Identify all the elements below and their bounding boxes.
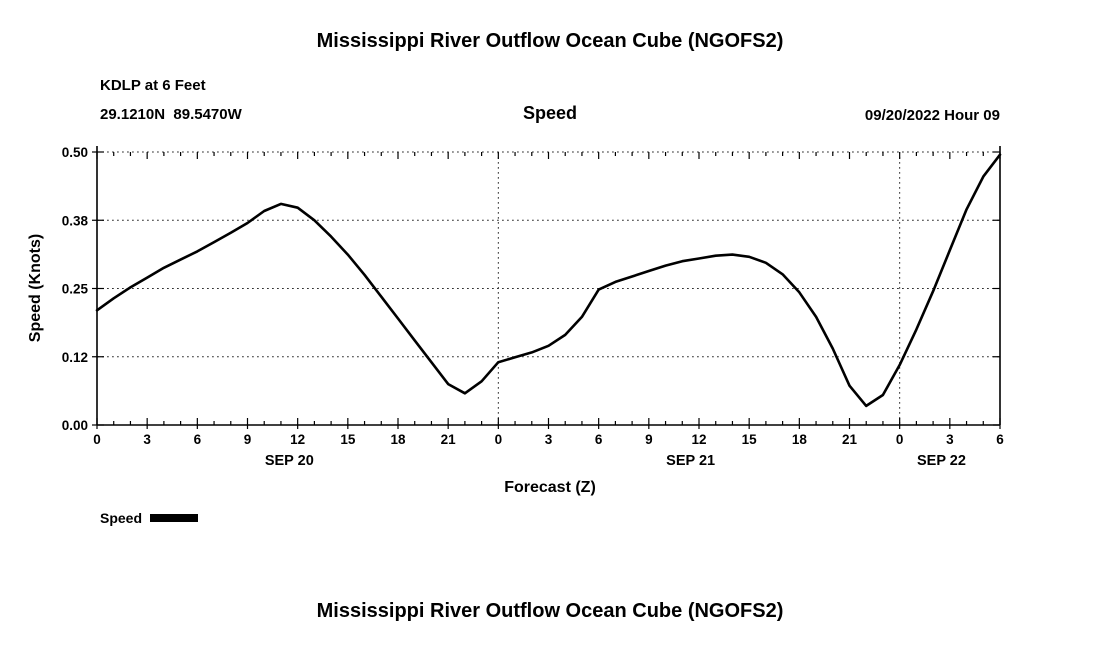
date-label: SEP 22 [917,453,966,469]
x-tick-label: 0 [93,432,101,447]
y-axis-label: Speed (Knots) [27,233,44,343]
x-tick-label: 21 [842,432,858,447]
forecast-datetime: 09/20/2022 Hour 09 [864,107,1000,124]
y-tick-label: 0.38 [62,213,89,228]
speed-line [95,153,1002,408]
x-tick-label: 0 [495,432,503,447]
x-tick-label: 9 [244,432,252,447]
footer-title: Mississippi River Outflow Ocean Cube (NG… [316,600,784,622]
legend: Speed [100,510,199,526]
x-tick-label: 6 [194,432,202,447]
legend-line-swatch [150,514,199,522]
y-tick-label: 0.25 [62,282,89,297]
x-tick-label: 3 [545,432,553,447]
x-tick-label: 9 [645,432,653,447]
y-tick-label: 0.12 [62,350,88,365]
x-tick-label: 18 [792,432,808,447]
station-name: KDLP at 6 Feet [100,77,206,94]
legend-label: Speed [100,510,143,526]
x-tick-label: 15 [742,432,758,447]
x-tick-label: 6 [595,432,603,447]
page-title: Mississippi River Outflow Ocean Cube (NG… [316,30,784,52]
x-tick-label: 15 [340,432,356,447]
x-tick-label: 0 [896,432,904,447]
y-tick-label: 0.00 [62,418,88,433]
y-tick-label: 0.50 [62,145,88,160]
x-tick-label: 6 [996,432,1004,447]
x-axis-label: Forecast (Z) [504,479,596,496]
date-label: SEP 20 [265,453,314,469]
x-tick-label: 3 [143,432,151,447]
chart-title: Speed [522,103,578,123]
x-tick-label: 18 [390,432,406,447]
x-tick-label: 3 [946,432,954,447]
station-coordinates: 29.1210N 89.5470W [100,106,242,123]
date-label: SEP 21 [666,453,715,469]
x-tick-label: 21 [441,432,457,447]
x-tick-label: 12 [290,432,305,447]
x-tick-label: 12 [691,432,706,447]
